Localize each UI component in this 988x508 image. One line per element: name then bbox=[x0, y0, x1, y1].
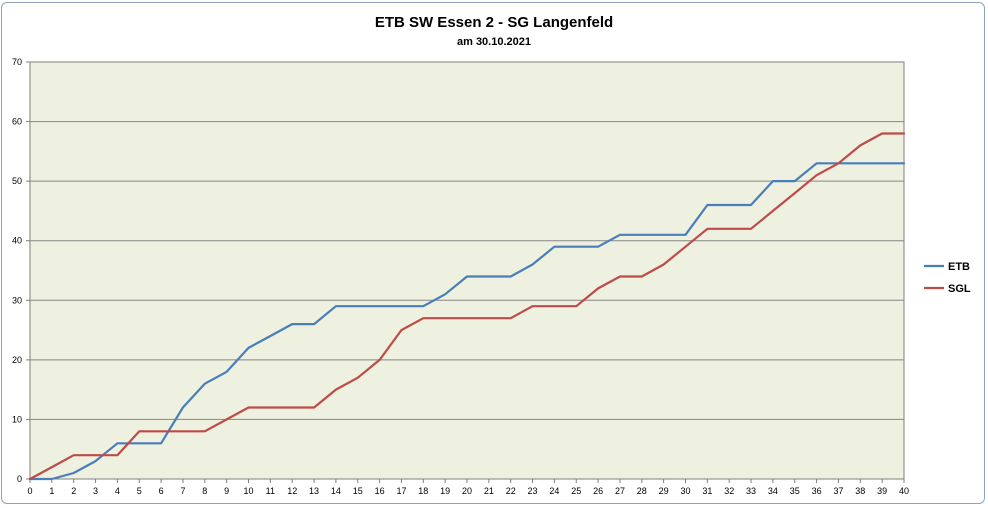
x-tick-label: 30 bbox=[680, 486, 690, 496]
x-tick-label: 11 bbox=[266, 486, 275, 496]
x-tick-label: 21 bbox=[484, 486, 494, 496]
x-tick-label: 39 bbox=[877, 486, 887, 496]
x-tick-label: 24 bbox=[549, 486, 559, 496]
x-tick-label: 32 bbox=[724, 486, 734, 496]
y-tick-label: 30 bbox=[12, 295, 22, 305]
chart-title: ETB SW Essen 2 - SG Langenfeld bbox=[374, 14, 614, 31]
y-tick-label: 20 bbox=[12, 355, 22, 365]
legend-label-sgl: SGL bbox=[948, 283, 971, 295]
series-line-sgl bbox=[28, 132, 906, 481]
x-tick-label: 29 bbox=[659, 486, 669, 496]
x-tick-label: 12 bbox=[287, 486, 297, 496]
x-tick-label: 40 bbox=[899, 486, 909, 496]
legend-label-etb: ETB bbox=[948, 261, 970, 273]
x-tick-label: 1 bbox=[49, 486, 54, 496]
x-tick-label: 25 bbox=[571, 486, 581, 496]
x-tick-label: 35 bbox=[790, 486, 800, 496]
y-tick-label: 40 bbox=[12, 236, 22, 246]
series-lines bbox=[28, 132, 906, 481]
x-tick-label: 14 bbox=[331, 486, 341, 496]
x-tick-label: 10 bbox=[243, 486, 253, 496]
x-tick-label: 6 bbox=[159, 486, 164, 496]
x-tick-label: 33 bbox=[746, 486, 756, 496]
y-tick-label: 70 bbox=[12, 57, 22, 67]
legend: ETB SGL bbox=[924, 261, 971, 295]
gridlines bbox=[30, 121, 904, 420]
x-tick-label: 31 bbox=[702, 486, 712, 496]
x-tick-label: 22 bbox=[506, 486, 516, 496]
x-tick-label: 38 bbox=[855, 486, 865, 496]
x-tick-label: 17 bbox=[396, 486, 406, 496]
x-tick-label: 20 bbox=[462, 486, 472, 496]
x-tick-label: 15 bbox=[353, 486, 363, 496]
chart-subtitle: am 30.10.2021 bbox=[456, 36, 531, 48]
x-tick-label: 37 bbox=[833, 486, 843, 496]
x-tick-label: 34 bbox=[768, 486, 778, 496]
x-tick-label: 4 bbox=[115, 486, 120, 496]
x-tick-label: 5 bbox=[137, 486, 142, 496]
plot-area bbox=[29, 61, 905, 480]
x-tick-label: 19 bbox=[440, 486, 450, 496]
y-tick-label: 50 bbox=[12, 176, 22, 186]
x-tick-label: 0 bbox=[27, 486, 32, 496]
x-tick-label: 36 bbox=[812, 486, 822, 496]
x-tick-label: 23 bbox=[528, 486, 538, 496]
x-tick-label: 8 bbox=[202, 486, 207, 496]
x-tick-label: 9 bbox=[224, 486, 229, 496]
series-line-etb bbox=[28, 162, 906, 481]
x-tick-label: 18 bbox=[418, 486, 428, 496]
x-tick-label: 16 bbox=[375, 486, 385, 496]
y-tick-label: 10 bbox=[12, 414, 22, 424]
y-tick-label: 0 bbox=[17, 474, 22, 484]
x-tick-label: 27 bbox=[615, 486, 625, 496]
x-tick-label: 3 bbox=[93, 486, 98, 496]
x-tick-label: 26 bbox=[593, 486, 603, 496]
y-axis: 0 10 20 30 40 50 60 70 bbox=[12, 57, 30, 484]
x-axis: 0 1 2 3 4 5 6 7 8 9 10 11 12 13 14 15 16 17 18 19 20 21 22 23 24… bbox=[27, 478, 909, 496]
y-tick-label: 60 bbox=[12, 117, 22, 127]
x-tick-label: 28 bbox=[637, 486, 647, 496]
x-tick-label: 13 bbox=[309, 486, 319, 496]
x-tick-label: 7 bbox=[180, 486, 185, 496]
x-tick-label: 2 bbox=[71, 486, 76, 496]
